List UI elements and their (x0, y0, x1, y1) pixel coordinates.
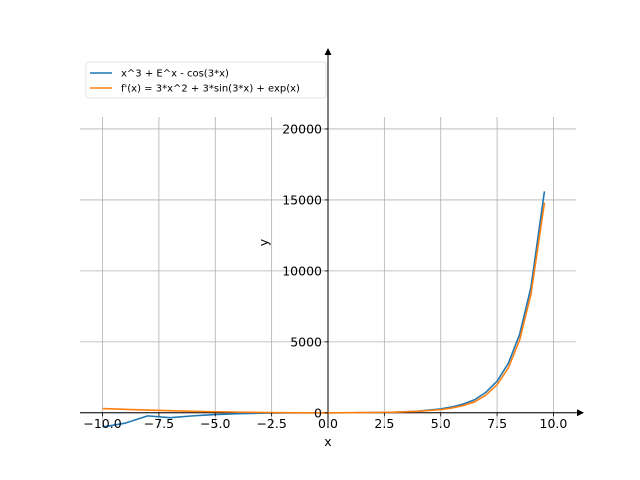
y-tick-label: 0 (314, 405, 322, 420)
legend-label-series-2: f'(x) = 3*x^2 + 3*sin(3*x) + exp(x) (121, 84, 300, 95)
axes (80, 48, 584, 427)
legend-box (85, 61, 327, 99)
x-tick-label: −5.0 (200, 416, 230, 431)
x-tick-label: 0.0 (318, 416, 338, 431)
y-tick-label: 15000 (282, 192, 322, 207)
series-line-2 (102, 202, 546, 414)
x-axis-arrow (577, 409, 584, 417)
y-tick-label: 10000 (282, 263, 322, 278)
series-lines (102, 191, 546, 428)
legend-label-series-1: x^3 + E^x - cos(3*x) (121, 69, 229, 80)
y-tick-label: 20000 (282, 121, 322, 136)
x-tick-label: −7.5 (144, 416, 174, 431)
legend: x^3 + E^x - cos(3*x) f'(x) = 3*x^2 + 3*s… (85, 61, 327, 99)
x-tick-label: −10.0 (83, 416, 121, 431)
tick-labels: −10.0 −7.5 −5.0 −2.5 0.0 2.5 5.0 7.5 10.0 0 5000 10… (83, 121, 567, 430)
y-axis-label: y (256, 238, 271, 246)
x-tick-label: 2.5 (374, 416, 394, 431)
x-tick-label: −2.5 (256, 416, 286, 431)
y-axis-arrow (324, 48, 332, 55)
y-tick-label: 5000 (290, 334, 322, 349)
x-tick-label: 7.5 (487, 416, 507, 431)
series-line-1 (102, 191, 546, 428)
x-axis-label: x (324, 434, 331, 449)
x-tick-label: 5.0 (431, 416, 451, 431)
x-tick-label: 10.0 (540, 416, 568, 431)
